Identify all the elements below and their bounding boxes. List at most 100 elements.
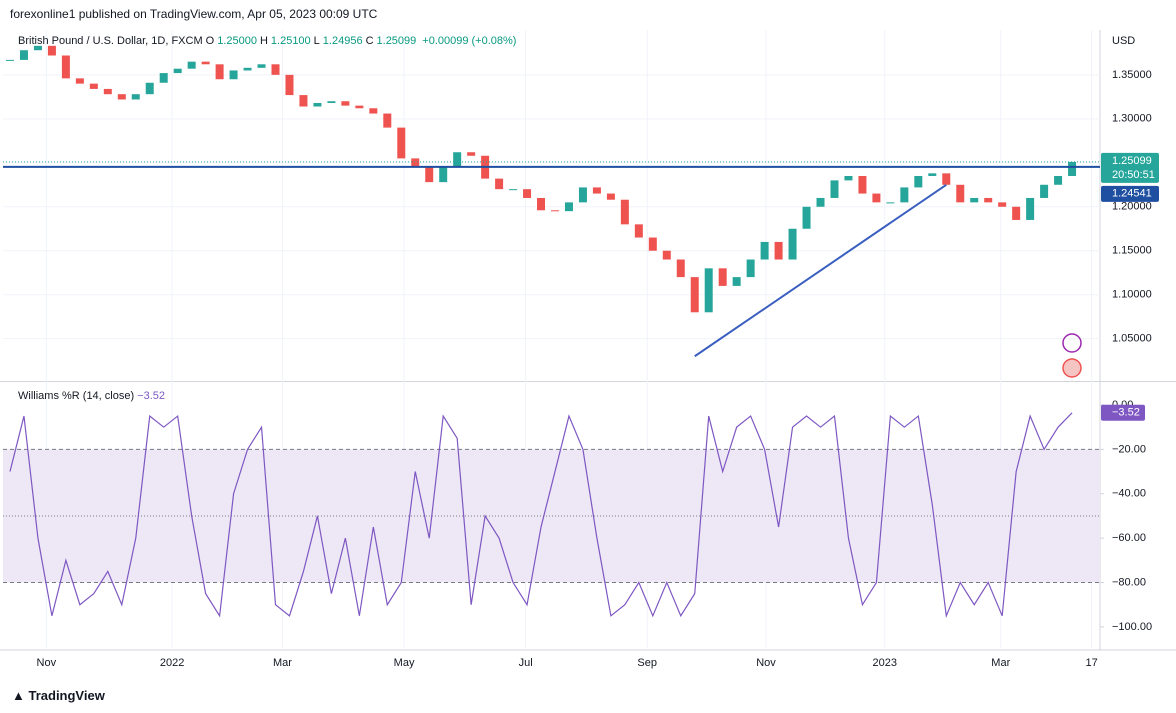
candle xyxy=(75,78,84,84)
candle xyxy=(229,70,238,80)
candle xyxy=(369,108,378,114)
y-tick-label: 1.15000 xyxy=(1112,245,1152,257)
candle xyxy=(830,180,839,198)
candle xyxy=(690,277,699,313)
change: +0.00099 (+0.08%) xyxy=(422,35,517,47)
candle xyxy=(914,175,923,188)
level-band xyxy=(3,449,1100,583)
candle xyxy=(453,152,462,168)
wr-tag xyxy=(1101,404,1145,421)
candle xyxy=(970,197,979,203)
candle xyxy=(1026,197,1035,220)
candle xyxy=(550,210,559,212)
candle xyxy=(662,250,671,260)
x-tick-label: Mar xyxy=(991,657,1010,669)
legend: British Pound / U.S. Dollar, 1D, FXCM O 1.… xyxy=(18,35,519,47)
wr-line xyxy=(9,412,1073,619)
y-tick-label: 1.20000 xyxy=(1112,201,1152,213)
candle xyxy=(187,61,196,69)
y-tick-label: −80.00 xyxy=(1112,576,1146,588)
candle xyxy=(509,189,518,191)
candle xyxy=(257,64,266,68)
wr-tag-label: −3.52 xyxy=(1112,407,1140,419)
candle xyxy=(746,259,755,278)
ohlc-label: C xyxy=(365,35,374,47)
ohlc-label: L xyxy=(313,35,320,47)
y-tick-label: −60.00 xyxy=(1112,532,1146,544)
symbol: British Pound / U.S. Dollar, 1D, FXCM xyxy=(18,35,203,47)
header: forexonline1 published on TradingView.co… xyxy=(10,7,378,21)
candle xyxy=(732,277,741,286)
candle xyxy=(131,94,140,100)
candle xyxy=(900,187,909,203)
ohlc-value: 1.25000 xyxy=(217,35,257,47)
candle xyxy=(620,199,629,225)
y-tick-label: −20.00 xyxy=(1112,443,1146,455)
candle xyxy=(788,228,797,260)
candle xyxy=(984,197,993,203)
icon xyxy=(1062,358,1082,378)
candle xyxy=(145,82,154,95)
x-tick-label: 2022 xyxy=(160,657,184,669)
candle xyxy=(1040,184,1049,198)
hline-label: 1.24541 xyxy=(1112,188,1152,200)
candle xyxy=(439,167,448,183)
y-tick-label: −100.00 xyxy=(1112,621,1152,633)
indicator-legend: Williams %R (14, close) −3.52 xyxy=(18,390,165,402)
ohlc: O 1.25000 H 1.25100 L 1.24956 C 1.25099 xyxy=(206,35,420,47)
x-tick-label: Nov xyxy=(37,657,57,669)
candle xyxy=(886,202,895,204)
candle xyxy=(383,113,392,128)
candle xyxy=(299,95,308,107)
candle xyxy=(564,202,573,212)
x-tick-label: May xyxy=(394,657,415,669)
x-tick-label: Jul xyxy=(519,657,533,669)
candle xyxy=(495,178,504,190)
candle xyxy=(718,268,727,286)
candle xyxy=(858,175,867,194)
candle xyxy=(578,187,587,203)
candle xyxy=(341,101,350,106)
x-tick-label: Mar xyxy=(273,657,292,669)
candle xyxy=(313,102,322,107)
candle xyxy=(243,67,252,71)
trend-line xyxy=(694,183,947,358)
last-price-label: 1.25099 xyxy=(1112,155,1152,167)
candle xyxy=(103,88,112,95)
candle xyxy=(956,184,965,203)
candle xyxy=(676,259,685,278)
y-tick-label: −40.00 xyxy=(1112,488,1146,500)
x-tick-label: 17 xyxy=(1085,657,1097,669)
candle xyxy=(606,193,615,200)
candle xyxy=(397,127,406,159)
candle xyxy=(928,173,937,176)
y-tick-label: 1.05000 xyxy=(1112,333,1152,345)
candle xyxy=(327,101,336,103)
candle xyxy=(1054,175,1063,185)
candle xyxy=(89,83,98,89)
countdown: 20:50:51 xyxy=(1112,169,1155,181)
indicator-value: −3.52 xyxy=(137,390,166,402)
candle xyxy=(774,241,783,260)
candle xyxy=(271,64,280,75)
candle xyxy=(648,237,657,251)
candle xyxy=(1068,161,1077,176)
candle xyxy=(425,167,434,183)
candle xyxy=(117,94,126,100)
candle xyxy=(816,197,825,207)
ohlc-value: 1.24956 xyxy=(322,35,363,47)
ohlc-label: O xyxy=(205,35,215,47)
candle xyxy=(215,64,224,80)
ohlc-value: 1.25099 xyxy=(376,35,417,47)
candle xyxy=(998,202,1007,207)
brand: ▲ TradingView xyxy=(12,688,105,703)
candle xyxy=(61,55,70,79)
candle xyxy=(467,152,476,156)
candle xyxy=(19,50,28,60)
candle xyxy=(355,105,364,109)
y-tick-label: 1.30000 xyxy=(1112,113,1152,125)
candle xyxy=(592,187,601,194)
y-tick-label: 1.35000 xyxy=(1112,69,1152,81)
